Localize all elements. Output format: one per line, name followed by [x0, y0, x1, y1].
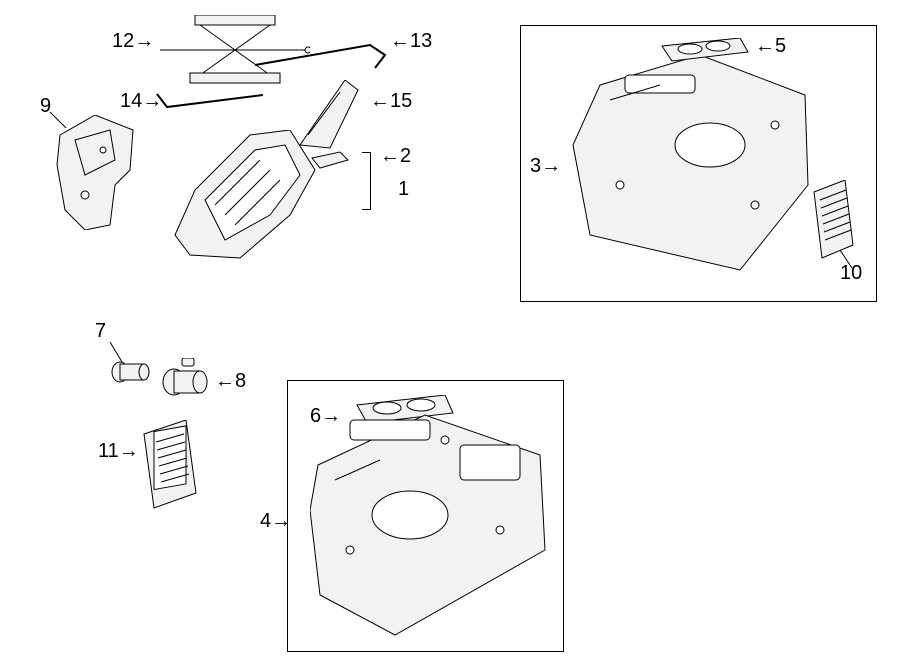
arrow-icon: ← — [390, 30, 410, 52]
callout-14-text: 14 — [120, 90, 142, 112]
arrow-icon: → — [134, 30, 154, 52]
part-wrench — [155, 92, 265, 112]
callout-4: 4→ — [260, 510, 291, 533]
part-socket-cap — [160, 358, 210, 398]
callout-4-text: 4 — [260, 510, 271, 532]
callout-2-text: 2 — [400, 145, 411, 167]
callout-15-text: 15 — [390, 90, 412, 112]
part-handle — [250, 40, 390, 70]
arrow-icon: ← — [370, 90, 390, 112]
diagram-canvas: 12→ ←13 14→ ←15 9 ←2 1 3→ ←5 10 7 ←8 11→… — [0, 0, 900, 661]
part-quarter-trim-right — [570, 55, 810, 275]
arrow-icon: ← — [380, 145, 400, 167]
callout-9-text: 9 — [40, 95, 51, 117]
callout-7-text: 7 — [95, 320, 106, 342]
part-cup-holder-right — [660, 38, 750, 63]
arrow-icon: → — [119, 440, 139, 462]
callout-2: ←2 — [380, 145, 411, 168]
callout-10-text: 10 — [840, 262, 862, 284]
callout-8: ←8 — [215, 370, 246, 393]
arrow-icon: ← — [215, 370, 235, 392]
arrow-icon: ← — [755, 35, 775, 57]
callout-12-text: 12 — [112, 30, 134, 52]
callout-7: 7 — [95, 320, 106, 343]
part-wheelhouse-panel — [55, 115, 135, 230]
callout-1-text: 1 — [398, 178, 409, 200]
bracket-1 — [362, 152, 371, 210]
callout-11: 11→ — [98, 440, 139, 463]
arrow-icon: → — [271, 510, 291, 532]
callout-5-text: 5 — [775, 35, 786, 57]
callout-11-text: 11 — [98, 440, 119, 462]
callout-1: 1 — [398, 178, 409, 201]
part-inner-trim — [170, 130, 320, 260]
callout-9: 9 — [40, 95, 51, 118]
callout-12: 12→ — [112, 30, 154, 53]
arrow-icon: → — [142, 90, 162, 112]
callout-13-text: 13 — [410, 30, 432, 52]
callout-6: 6→ — [310, 405, 341, 428]
callout-3: 3→ — [530, 155, 561, 178]
callout-13: ←13 — [390, 30, 432, 53]
arrow-icon: → — [321, 405, 341, 427]
callout-8-text: 8 — [235, 370, 246, 392]
callout-15: ←15 — [370, 90, 412, 113]
part-quarter-trim-left — [310, 410, 550, 640]
part-vent-left — [140, 420, 198, 510]
callout-10: 10 — [840, 262, 862, 285]
callout-14: 14→ — [120, 90, 162, 113]
callout-3-text: 3 — [530, 155, 541, 177]
callout-5: ←5 — [755, 35, 786, 58]
callout-6-text: 6 — [310, 405, 321, 427]
arrow-icon: → — [541, 155, 561, 177]
leader-7 — [106, 340, 126, 364]
